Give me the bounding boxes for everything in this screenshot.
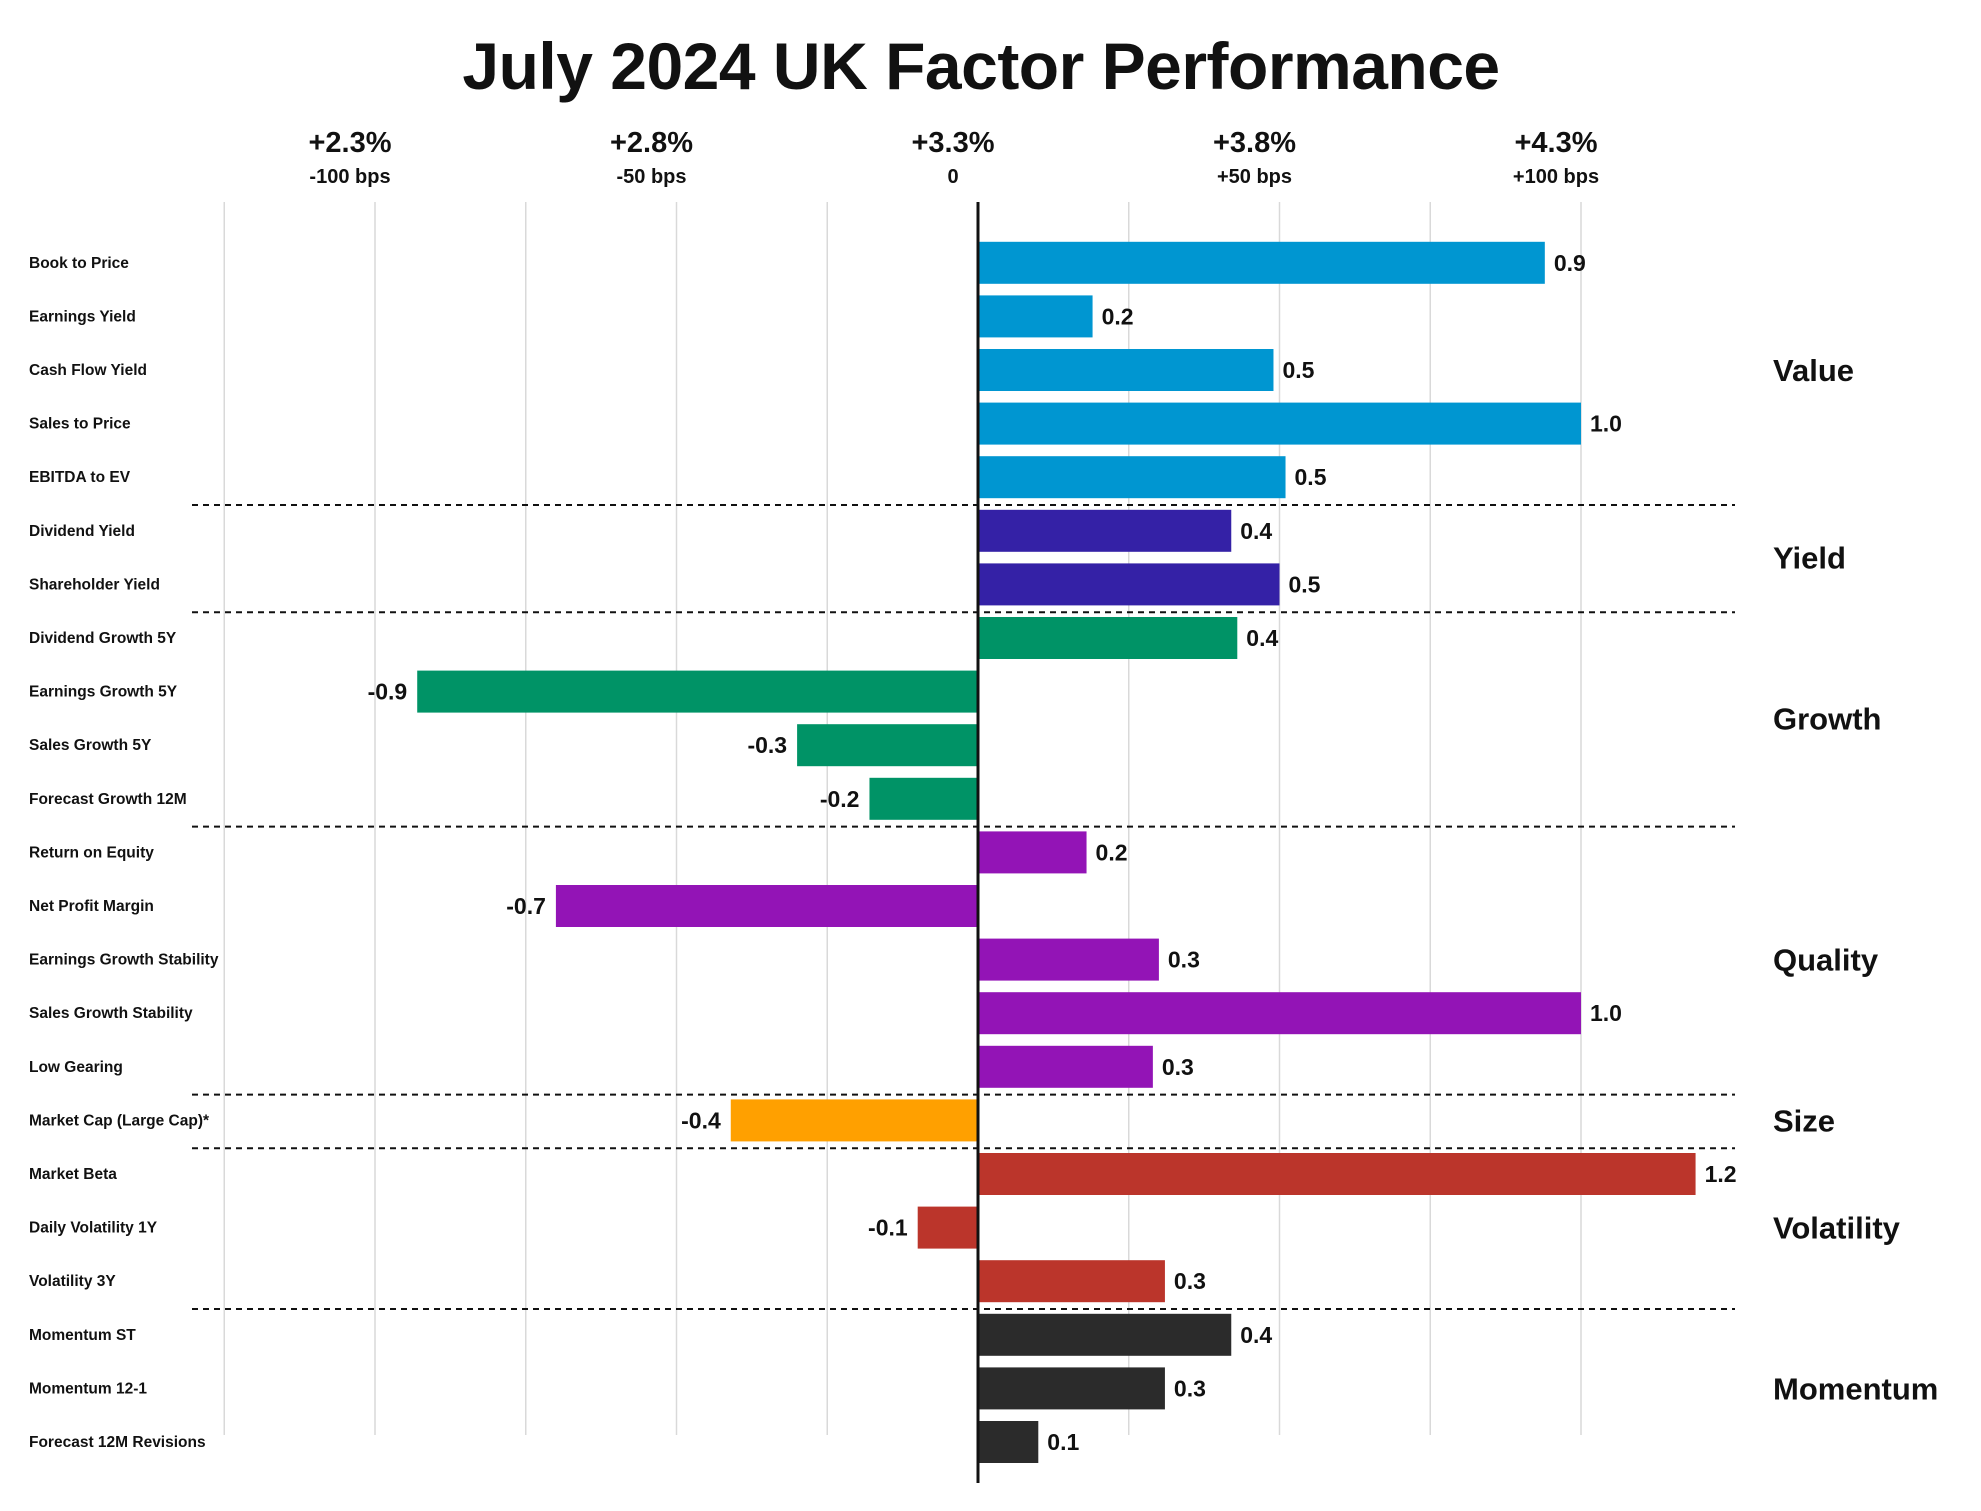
value-label: 1.2 [1705, 1161, 1737, 1187]
row-label: Market Cap (Large Cap)* [29, 1112, 210, 1129]
x-tick-label: +3.3% [911, 127, 994, 159]
row-label: Momentum ST [29, 1327, 136, 1344]
value-label: -0.1 [868, 1215, 908, 1241]
value-label: 0.5 [1282, 357, 1314, 383]
bar [417, 670, 979, 713]
bar [978, 563, 1280, 606]
bar [978, 1153, 1696, 1195]
bar [978, 617, 1238, 659]
bar [978, 295, 1093, 338]
row-label: Earnings Yield [29, 308, 136, 325]
value-label: 0.3 [1162, 1054, 1194, 1080]
group-label: Value [1773, 353, 1854, 388]
row-label: Sales Growth 5Y [29, 737, 152, 754]
value-label: 0.9 [1554, 250, 1586, 276]
row-label: Net Profit Margin [29, 898, 154, 915]
value-label: 0.1 [1047, 1429, 1079, 1455]
value-label: 0.3 [1174, 1268, 1206, 1294]
value-label: 0.2 [1096, 839, 1128, 865]
value-label: -0.4 [681, 1107, 721, 1133]
group-label: Growth [1773, 701, 1882, 736]
group-label: Momentum [1773, 1371, 1938, 1406]
row-label: Book to Price [29, 255, 129, 272]
row-label: Earnings Growth Stability [29, 952, 219, 969]
bar [978, 1313, 1232, 1356]
bar [978, 241, 1545, 284]
row-label: Momentum 12-1 [29, 1380, 147, 1397]
x-tick-sublabel: +50 bps [1217, 166, 1292, 188]
row-label: Daily Volatility 1Y [29, 1220, 158, 1237]
bar [978, 1260, 1165, 1303]
bar [978, 456, 1286, 499]
bar [869, 777, 978, 820]
row-label: Dividend Yield [29, 523, 135, 540]
bar [978, 831, 1087, 874]
bar [978, 509, 1232, 552]
value-label: 0.4 [1240, 518, 1272, 544]
bar [797, 724, 978, 767]
group-label: Size [1773, 1103, 1835, 1138]
x-tick-sublabel: -50 bps [616, 166, 686, 188]
bar [978, 349, 1274, 391]
x-tick-label: +2.3% [308, 127, 391, 159]
chart-title: July 2024 UK Factor Performance [462, 29, 1500, 103]
bar [978, 1367, 1165, 1410]
x-tick-label: +2.8% [610, 127, 693, 159]
bar [917, 1206, 978, 1249]
row-label: Cash Flow Yield [29, 362, 147, 379]
row-label: Earnings Growth 5Y [29, 684, 178, 701]
value-label: 0.5 [1295, 464, 1327, 490]
value-label: 0.3 [1168, 947, 1200, 973]
group-label: Yield [1773, 541, 1846, 576]
row-label: Shareholder Yield [29, 576, 160, 593]
group-label: Quality [1773, 943, 1879, 978]
value-label: -0.9 [368, 679, 408, 705]
bar [730, 1099, 978, 1142]
row-label: Volatility 3Y [29, 1273, 116, 1290]
value-label: -0.7 [506, 893, 546, 919]
row-label: Forecast 12M Revisions [29, 1434, 206, 1451]
bar [978, 1045, 1153, 1088]
value-label: 1.0 [1590, 1000, 1622, 1026]
x-tick-label: +3.8% [1213, 127, 1296, 159]
value-label: 0.3 [1174, 1375, 1206, 1401]
row-label: Sales to Price [29, 416, 131, 433]
value-label: 1.0 [1590, 411, 1622, 437]
bar [978, 402, 1581, 445]
value-label: -0.3 [747, 732, 787, 758]
value-label: 0.2 [1102, 303, 1134, 329]
x-tick-sublabel: -100 bps [309, 166, 390, 188]
bar [978, 1421, 1039, 1463]
value-label: 0.5 [1289, 571, 1321, 597]
value-label: 0.4 [1240, 1322, 1272, 1348]
row-label: Return on Equity [29, 844, 154, 861]
row-label: Dividend Growth 5Y [29, 630, 177, 647]
row-label: Sales Growth Stability [29, 1005, 193, 1022]
bar [555, 885, 978, 927]
value-label: 0.4 [1246, 625, 1278, 651]
x-tick-sublabel: +100 bps [1513, 166, 1599, 188]
row-label: Low Gearing [29, 1059, 123, 1076]
row-label: Market Beta [29, 1166, 117, 1183]
x-tick-sublabel: 0 [947, 166, 958, 188]
row-label: EBITDA to EV [29, 469, 131, 486]
group-label: Volatility [1773, 1211, 1901, 1246]
value-label: -0.2 [820, 786, 860, 812]
row-label: Forecast Growth 12M [29, 791, 187, 808]
bar [978, 992, 1581, 1035]
x-tick-label: +4.3% [1514, 127, 1597, 159]
bar [978, 938, 1159, 981]
